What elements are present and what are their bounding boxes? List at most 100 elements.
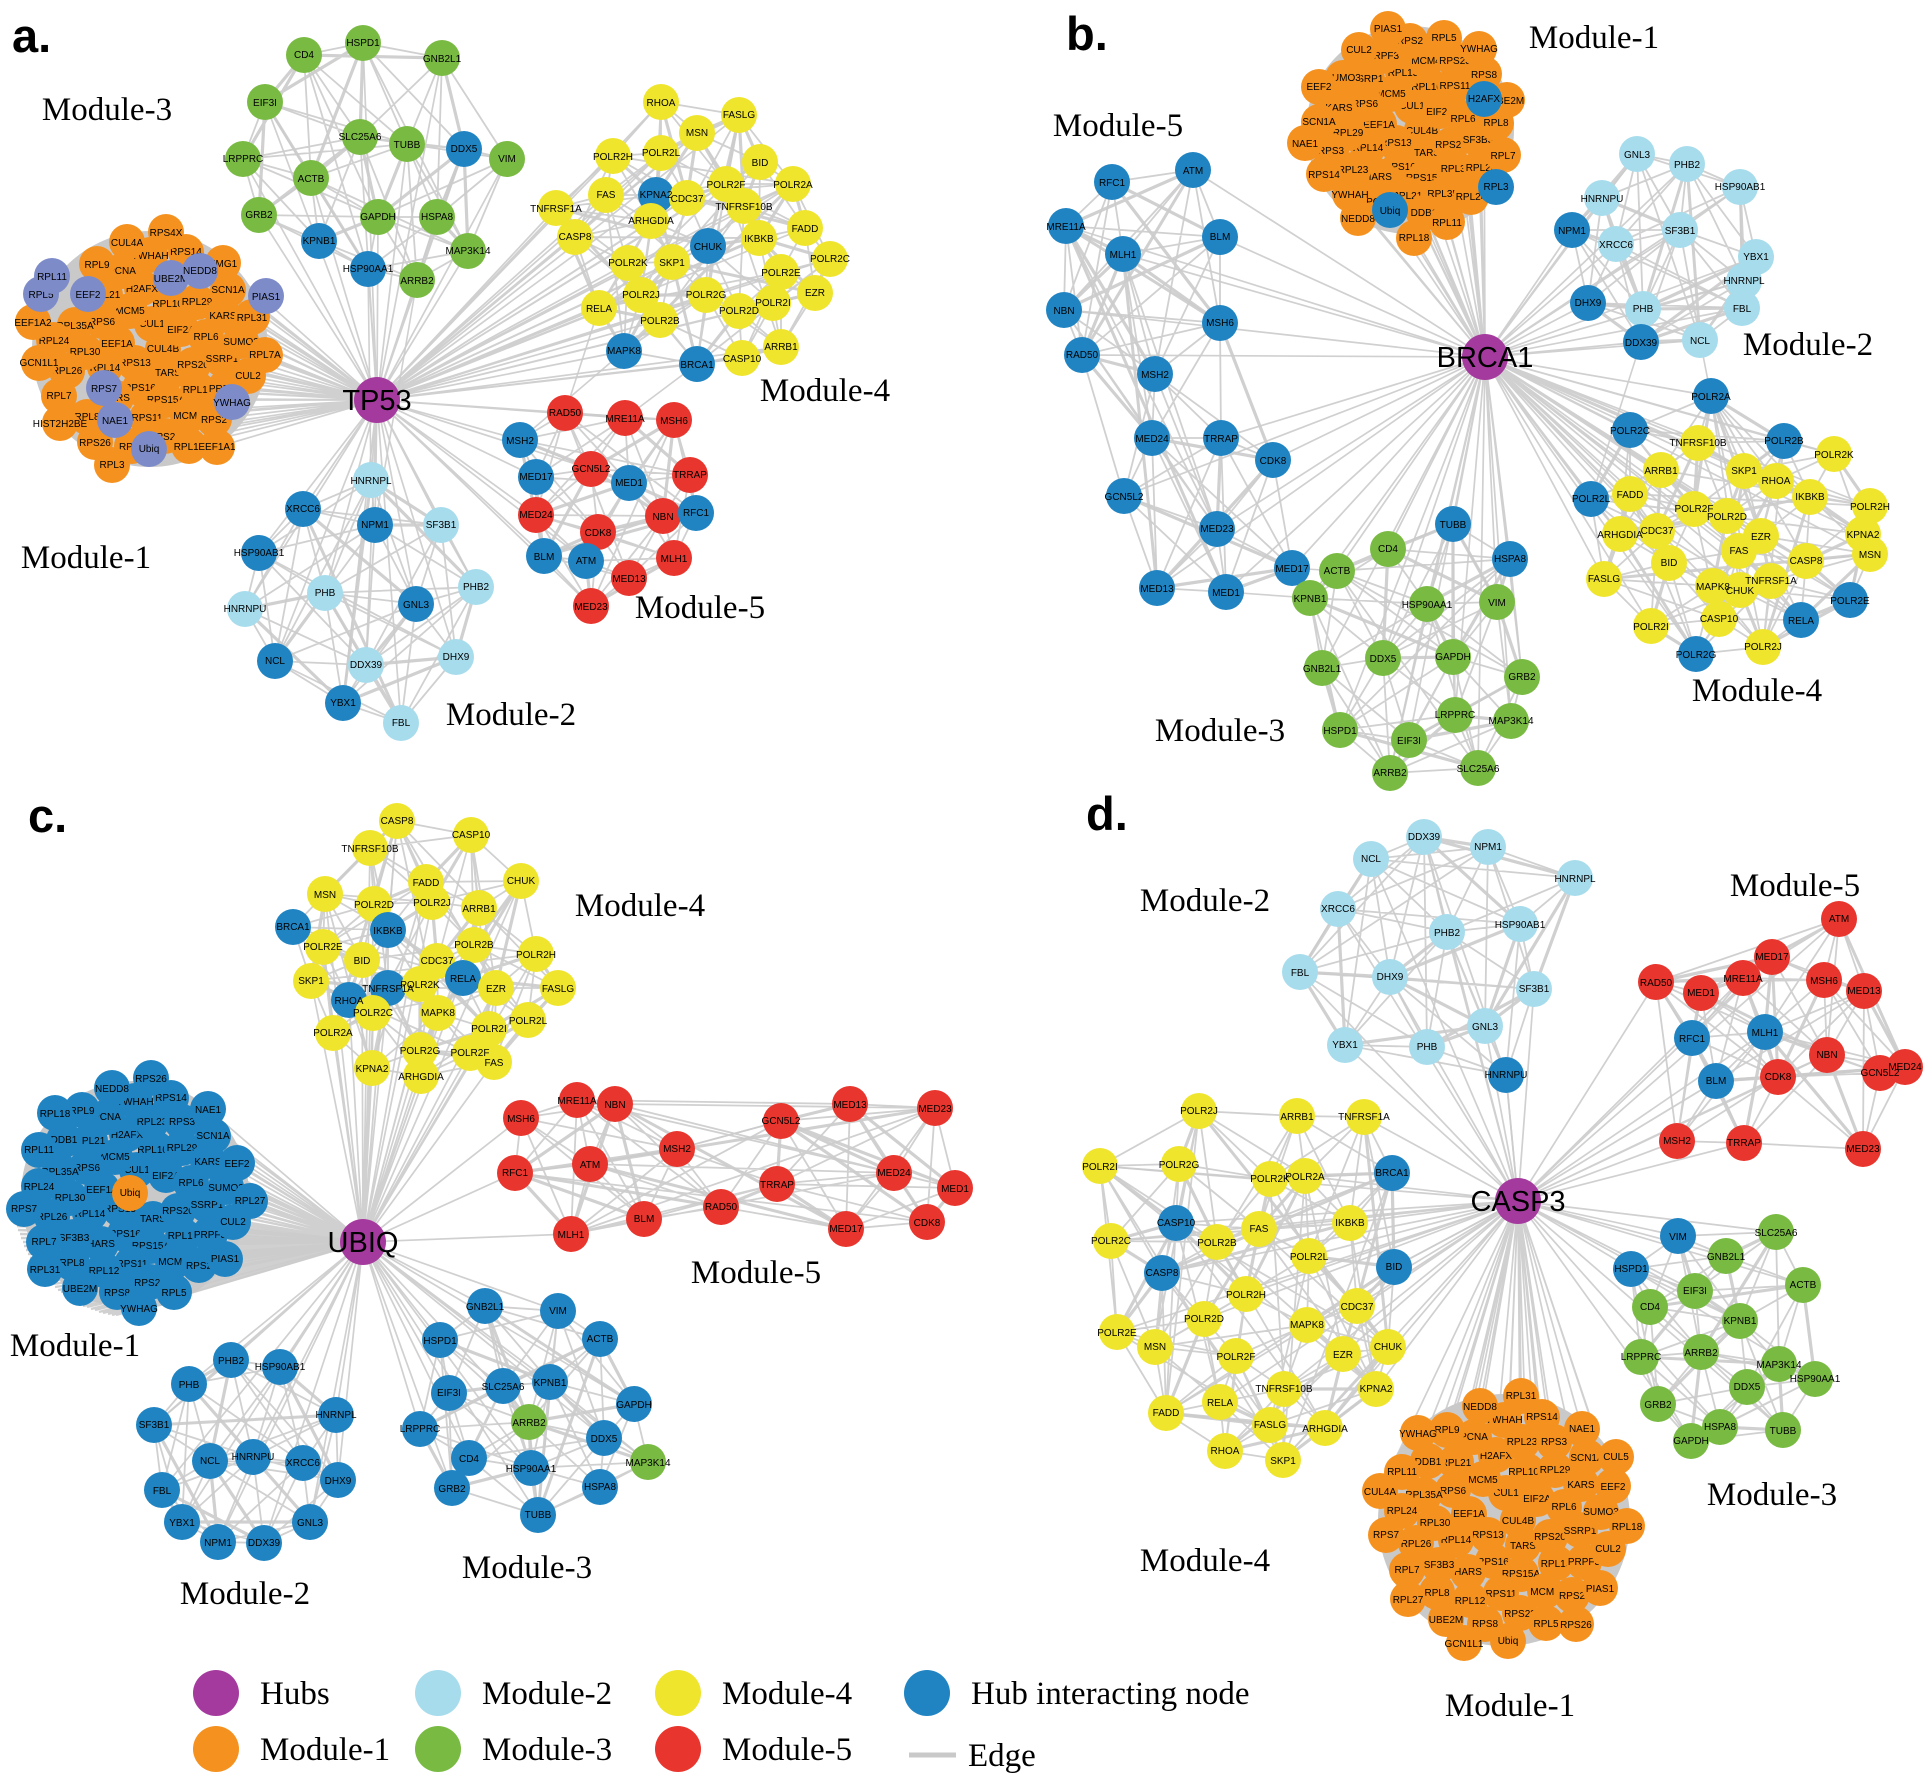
svg-text:RPS13: RPS13 bbox=[1380, 138, 1412, 149]
svg-text:RPS7: RPS7 bbox=[11, 1204, 38, 1215]
svg-text:HSPD1: HSPD1 bbox=[346, 38, 380, 49]
svg-text:RPL8: RPL8 bbox=[59, 1258, 84, 1269]
svg-text:NCL: NCL bbox=[1690, 336, 1710, 347]
svg-text:RPL27: RPL27 bbox=[1393, 1595, 1424, 1606]
svg-text:MAP3K14: MAP3K14 bbox=[625, 1458, 670, 1469]
svg-text:RAD50: RAD50 bbox=[549, 408, 582, 419]
svg-text:LRPPRC: LRPPRC bbox=[223, 154, 264, 165]
svg-text:EEF1A: EEF1A bbox=[101, 339, 133, 350]
svg-text:YBX1: YBX1 bbox=[330, 698, 356, 709]
svg-text:YWHAH: YWHAH bbox=[1331, 190, 1368, 201]
svg-text:SUMO3: SUMO3 bbox=[223, 337, 259, 348]
svg-text:RPL35A: RPL35A bbox=[1427, 189, 1465, 200]
svg-text:FADD: FADD bbox=[1153, 1408, 1180, 1419]
svg-text:RPS14: RPS14 bbox=[170, 247, 202, 258]
svg-text:CASP3: CASP3 bbox=[1470, 1186, 1565, 1218]
svg-text:RPL21: RPL21 bbox=[1392, 191, 1423, 202]
svg-text:TNFRSF10B: TNFRSF10B bbox=[341, 844, 399, 855]
svg-text:RPS26: RPS26 bbox=[135, 1074, 167, 1085]
svg-text:MED17: MED17 bbox=[1755, 952, 1789, 963]
svg-text:ARHGDIA: ARHGDIA bbox=[628, 216, 674, 227]
svg-text:RAD50: RAD50 bbox=[705, 1202, 738, 1213]
svg-text:SUMO3: SUMO3 bbox=[208, 1183, 244, 1194]
svg-text:ACTB: ACTB bbox=[587, 1334, 614, 1345]
svg-text:TNFRSF10B: TNFRSF10B bbox=[1255, 1384, 1313, 1395]
svg-text:EIF3I: EIF3I bbox=[437, 1388, 461, 1399]
svg-text:GNB2L1: GNB2L1 bbox=[423, 54, 462, 65]
svg-text:RPS20: RPS20 bbox=[1435, 140, 1467, 151]
svg-text:FBL: FBL bbox=[1291, 968, 1310, 979]
svg-text:SF3B1: SF3B1 bbox=[1665, 226, 1696, 237]
svg-text:Module-5: Module-5 bbox=[691, 1255, 821, 1291]
svg-text:POLR2I: POLR2I bbox=[1082, 1162, 1118, 1173]
svg-text:RPL24: RPL24 bbox=[1456, 192, 1487, 203]
svg-text:TNFRSF1A: TNFRSF1A bbox=[362, 984, 414, 995]
svg-text:TNFRSF10B: TNFRSF10B bbox=[1669, 438, 1727, 449]
svg-text:RPS2: RPS2 bbox=[201, 415, 228, 426]
svg-text:MCM4: MCM4 bbox=[1530, 1587, 1560, 1598]
svg-text:RPL6: RPL6 bbox=[1450, 114, 1475, 125]
svg-text:POLR2L: POLR2L bbox=[1572, 494, 1611, 505]
svg-text:NEDD8: NEDD8 bbox=[1463, 1402, 1497, 1413]
svg-text:Module-1: Module-1 bbox=[260, 1732, 390, 1768]
svg-text:TARS: TARS bbox=[140, 1214, 166, 1225]
svg-text:SUMO3: SUMO3 bbox=[1583, 1507, 1619, 1518]
svg-text:CDC37: CDC37 bbox=[671, 194, 704, 205]
svg-text:HSP90AA1: HSP90AA1 bbox=[1790, 1374, 1841, 1385]
svg-text:RPL18: RPL18 bbox=[1612, 1522, 1643, 1533]
svg-text:ARHGDIA: ARHGDIA bbox=[1302, 1424, 1348, 1435]
svg-text:GNB2L1: GNB2L1 bbox=[1707, 1252, 1746, 1263]
svg-text:PHB2: PHB2 bbox=[463, 582, 490, 593]
svg-text:POLR2J: POLR2J bbox=[1744, 642, 1782, 653]
svg-text:PIAS1: PIAS1 bbox=[252, 292, 281, 303]
svg-text:KARS: KARS bbox=[209, 311, 237, 322]
svg-text:MED13: MED13 bbox=[1847, 986, 1881, 997]
svg-text:a.: a. bbox=[12, 9, 51, 62]
svg-text:EEF2: EEF2 bbox=[75, 290, 100, 301]
svg-text:CASP10: CASP10 bbox=[723, 354, 762, 365]
svg-text:VIM: VIM bbox=[1669, 1232, 1687, 1243]
svg-text:EZR: EZR bbox=[486, 984, 506, 995]
svg-text:ATM: ATM bbox=[1829, 914, 1849, 925]
svg-text:Hubs: Hubs bbox=[260, 1676, 330, 1712]
svg-text:RFC1: RFC1 bbox=[1099, 178, 1126, 189]
svg-text:LRPPRC: LRPPRC bbox=[400, 1424, 441, 1435]
svg-text:RPL24: RPL24 bbox=[24, 1182, 55, 1193]
svg-text:RPS7: RPS7 bbox=[1373, 1530, 1400, 1541]
svg-text:SLC25A6: SLC25A6 bbox=[339, 132, 382, 143]
svg-text:NAE1: NAE1 bbox=[102, 416, 129, 427]
svg-text:RPL30: RPL30 bbox=[1441, 164, 1472, 175]
svg-text:Module-5: Module-5 bbox=[635, 590, 765, 626]
svg-text:EEF1A1: EEF1A1 bbox=[198, 442, 236, 453]
svg-text:KPNB1: KPNB1 bbox=[1724, 1316, 1757, 1327]
svg-text:GNL3: GNL3 bbox=[297, 1518, 324, 1529]
svg-text:GCN5L2: GCN5L2 bbox=[762, 1116, 801, 1127]
svg-text:ACTB: ACTB bbox=[1790, 1280, 1817, 1291]
svg-text:RPS2: RPS2 bbox=[186, 1261, 213, 1272]
svg-text:EEF1A: EEF1A bbox=[1363, 120, 1395, 131]
svg-text:EEF2: EEF2 bbox=[1306, 82, 1331, 93]
svg-text:CUL4A: CUL4A bbox=[111, 238, 144, 249]
svg-text:RPL21: RPL21 bbox=[75, 1136, 106, 1147]
svg-text:CDC37: CDC37 bbox=[421, 956, 454, 967]
svg-text:RPL11: RPL11 bbox=[1432, 218, 1462, 229]
svg-text:RPL29: RPL29 bbox=[182, 297, 213, 308]
svg-text:POLR2J: POLR2J bbox=[622, 290, 660, 301]
svg-text:RPL24: RPL24 bbox=[39, 336, 70, 347]
svg-text:HARS: HARS bbox=[1454, 1567, 1482, 1578]
svg-text:HSPA8: HSPA8 bbox=[421, 212, 453, 223]
svg-text:RPL14: RPL14 bbox=[90, 363, 121, 374]
svg-text:KPNA2: KPNA2 bbox=[640, 190, 673, 201]
svg-text:H2AFX: H2AFX bbox=[1480, 1451, 1513, 1462]
svg-text:UBE2M: UBE2M bbox=[1490, 96, 1524, 107]
svg-text:SSRP1: SSRP1 bbox=[191, 1200, 224, 1211]
svg-text:KPNB1: KPNB1 bbox=[1294, 594, 1327, 605]
svg-text:RPS11: RPS11 bbox=[1486, 1589, 1517, 1600]
svg-text:CDK8: CDK8 bbox=[1260, 456, 1287, 467]
svg-text:BID: BID bbox=[1661, 558, 1678, 569]
svg-text:SSRP1: SSRP1 bbox=[1351, 74, 1384, 85]
svg-text:GCN5L2: GCN5L2 bbox=[1861, 1068, 1900, 1079]
svg-text:GNB2L1: GNB2L1 bbox=[1303, 664, 1342, 675]
svg-text:MSN: MSN bbox=[686, 128, 708, 139]
svg-text:POLR2J: POLR2J bbox=[413, 898, 451, 909]
